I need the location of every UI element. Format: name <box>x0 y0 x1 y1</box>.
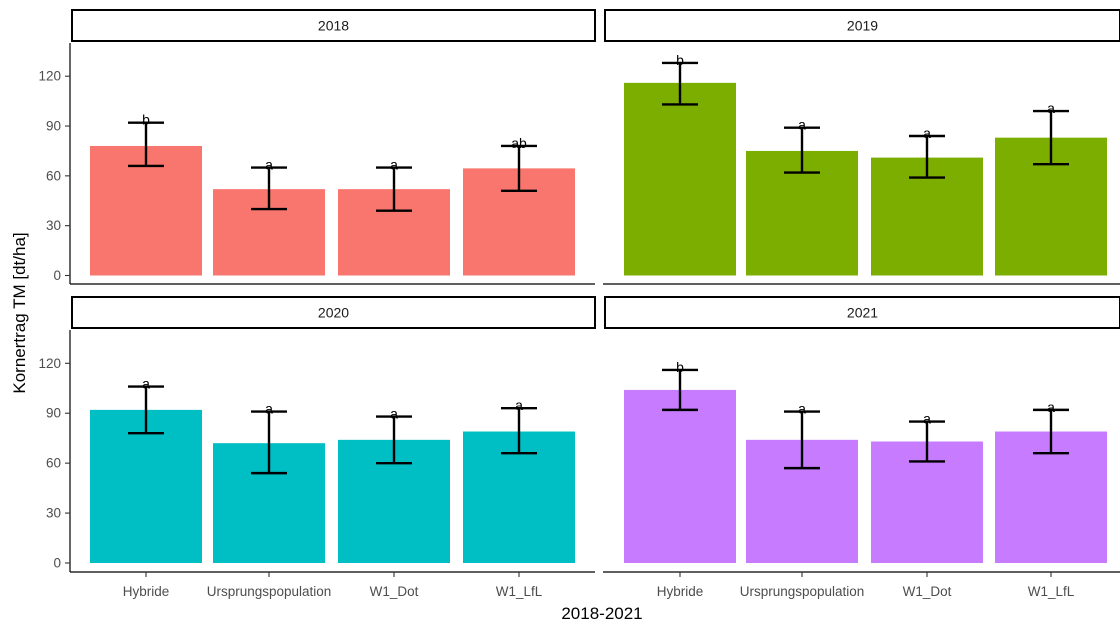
facet-strip-2018 <box>71 9 596 42</box>
y-tick-label: 120 <box>38 69 61 84</box>
x-tick-label: W1_LfL <box>496 584 543 599</box>
y-tick-label: 30 <box>46 218 61 233</box>
bar-2021-Hybride <box>624 389 736 563</box>
x-tick-label: Hybride <box>123 584 170 599</box>
significance-letter: b <box>676 359 684 375</box>
y-tick-label: 0 <box>53 556 61 571</box>
y-tick-label: 60 <box>46 168 61 183</box>
significance-letter: a <box>390 406 398 422</box>
significance-letter: a <box>923 411 931 427</box>
facet-title-2018: 2018 <box>318 18 349 34</box>
significance-letter: a <box>923 125 931 141</box>
y-tick-label: 60 <box>46 456 61 471</box>
facet-title-2019: 2019 <box>847 18 878 34</box>
facet-strip-2020 <box>71 296 596 329</box>
y-tick-label: 90 <box>46 406 61 421</box>
significance-letter: a <box>515 397 523 413</box>
significance-letter: a <box>1047 399 1055 415</box>
x-tick-label: W1_Dot <box>903 584 952 599</box>
significance-letter: a <box>265 401 273 417</box>
significance-letter: a <box>798 401 806 417</box>
bar-2020-Hybride <box>90 409 202 563</box>
facet-strip-2021 <box>604 296 1120 329</box>
x-tick-label: Hybride <box>657 584 704 599</box>
x-tick-label: Ursprungspopulation <box>207 584 332 599</box>
x-tick-label: W1_Dot <box>370 584 419 599</box>
y-tick-label: 30 <box>46 506 61 521</box>
x-tick-label: W1_LfL <box>1028 584 1075 599</box>
x-axis-title: 2018-2021 <box>561 604 642 623</box>
y-tick-label: 90 <box>46 119 61 134</box>
significance-letter: a <box>390 157 398 173</box>
facet-strip-2019 <box>604 9 1120 42</box>
y-tick-label: 120 <box>38 356 61 371</box>
bar-2019-Hybride <box>624 82 736 276</box>
facet-title-2021: 2021 <box>847 305 878 321</box>
facet-title-2020: 2020 <box>318 305 349 321</box>
significance-letter: ab <box>511 135 527 151</box>
y-tick-label: 0 <box>53 268 61 283</box>
significance-letter: a <box>142 376 150 392</box>
significance-letter: a <box>798 117 806 133</box>
bar-2018-Hybride <box>90 145 202 276</box>
significance-letter: b <box>676 52 684 68</box>
significance-letter: a <box>1047 100 1055 116</box>
x-tick-label: Ursprungspopulation <box>740 584 865 599</box>
significance-letter: a <box>265 157 273 173</box>
y-axis-title: Kornertrag TM [dt/ha] <box>10 232 29 393</box>
significance-letter: b <box>142 112 150 128</box>
